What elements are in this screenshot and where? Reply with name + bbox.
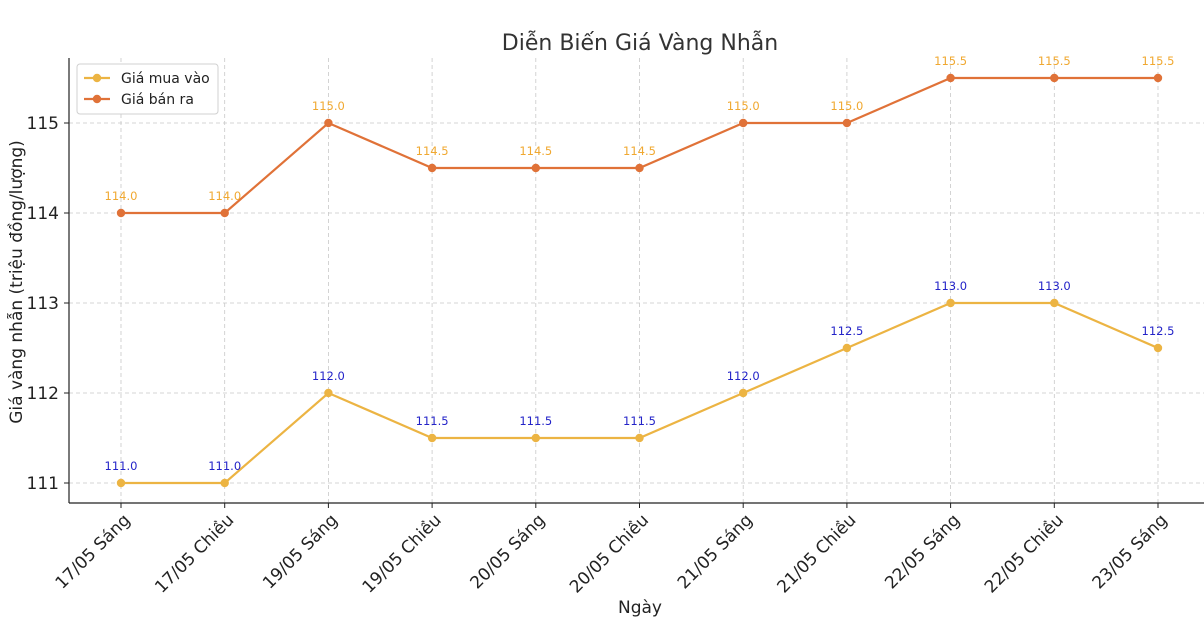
grid [69,58,1204,503]
x-tick-label: 17/05 Chiều [151,510,239,598]
data-point [116,478,126,488]
data-label: 115.0 [830,99,863,113]
data-label: 114.0 [208,189,241,203]
x-tick-label: 23/05 Sáng [1089,510,1172,593]
data-label: 111.0 [208,459,241,473]
data-point [635,163,644,173]
data-label: 112.5 [1142,324,1175,338]
data-point [842,118,852,128]
data-point [116,208,126,218]
y-tick-label: 113 [27,294,59,314]
data-labels: 111.0 111.0 112.0 111.5 111.5 111.5 112.0 112.5… [105,54,1175,473]
data-point [531,163,540,173]
data-point [739,388,748,398]
data-label: 113.0 [1038,279,1071,293]
legend-swatch-marker [92,73,102,83]
data-point [220,208,229,218]
data-label: 115.5 [934,54,967,68]
legend-swatch-marker [92,94,102,104]
y-tick-label: 112 [27,384,59,404]
data-point [946,73,955,83]
data-label: 115.5 [1038,54,1071,68]
data-point [739,118,748,128]
data-label: 112.5 [830,324,863,338]
y-tick-label: 111 [27,474,59,494]
series-layer [116,73,1163,488]
data-label: 111.5 [416,414,449,428]
data-label: 113.0 [934,279,967,293]
x-tick-label: 21/05 Chiều [773,510,861,598]
x-axis-label: Ngày [618,598,662,618]
data-point [531,433,540,443]
data-label: 111.0 [105,459,138,473]
x-tick-label: 22/05 Chiều [980,510,1068,598]
y-tick-label: 114 [27,204,59,224]
y-axis-label: Giá vàng nhẫn (triệu đồng/lượng) [6,140,27,424]
data-point [220,478,229,488]
x-tick-label: 21/05 Sáng [674,510,757,593]
data-label: 114.0 [105,189,138,203]
data-point [1050,73,1059,83]
data-point [1153,73,1163,83]
data-point [427,163,437,173]
data-label: 115.5 [1142,54,1175,68]
x-tick-label: 20/05 Chiều [565,510,653,598]
y-tick-label: 115 [27,114,59,134]
x-tick-label: 19/05 Chiều [358,510,446,598]
legend: Giá mua vào Giá bán ra [76,63,219,115]
legend-entry-label: Giá mua vào [121,71,210,87]
data-label: 114.5 [623,144,656,158]
data-label: 112.0 [312,369,345,383]
legend-entry-label: Giá bán ra [121,92,194,108]
x-tick-label: 22/05 Sáng [881,510,964,593]
data-point [1050,298,1059,308]
data-point [946,298,955,308]
data-label: 111.5 [519,414,552,428]
data-label: 115.0 [727,99,760,113]
data-label: 111.5 [623,414,656,428]
x-tick-label: 19/05 Sáng [259,510,342,593]
data-point [842,343,852,353]
chart-title: Diễn Biến Giá Vàng Nhẫn [502,30,778,56]
data-label: 112.0 [727,369,760,383]
data-label: 114.5 [519,144,552,158]
data-point [1153,343,1163,353]
data-label: 114.5 [416,144,449,158]
data-point [324,388,333,398]
x-tick-label: 17/05 Sáng [52,510,135,593]
legend-box [76,63,219,115]
data-point [324,118,333,128]
data-point [427,433,437,443]
data-label: 115.0 [312,99,345,113]
x-tick-label: 20/05 Sáng [466,510,549,593]
data-point [635,433,644,443]
